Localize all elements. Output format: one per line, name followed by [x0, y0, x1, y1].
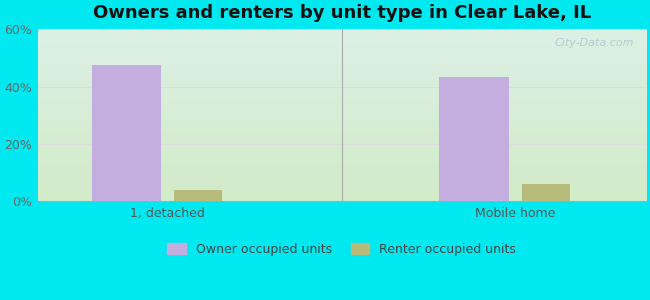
Legend: Owner occupied units, Renter occupied units: Owner occupied units, Renter occupied un… — [162, 238, 521, 261]
Bar — [92, 65, 161, 201]
Text: City-Data.com: City-Data.com — [554, 38, 634, 48]
Bar — [522, 184, 570, 201]
Bar — [174, 190, 222, 201]
Bar — [439, 76, 509, 201]
Title: Owners and renters by unit type in Clear Lake, IL: Owners and renters by unit type in Clear… — [93, 4, 591, 22]
